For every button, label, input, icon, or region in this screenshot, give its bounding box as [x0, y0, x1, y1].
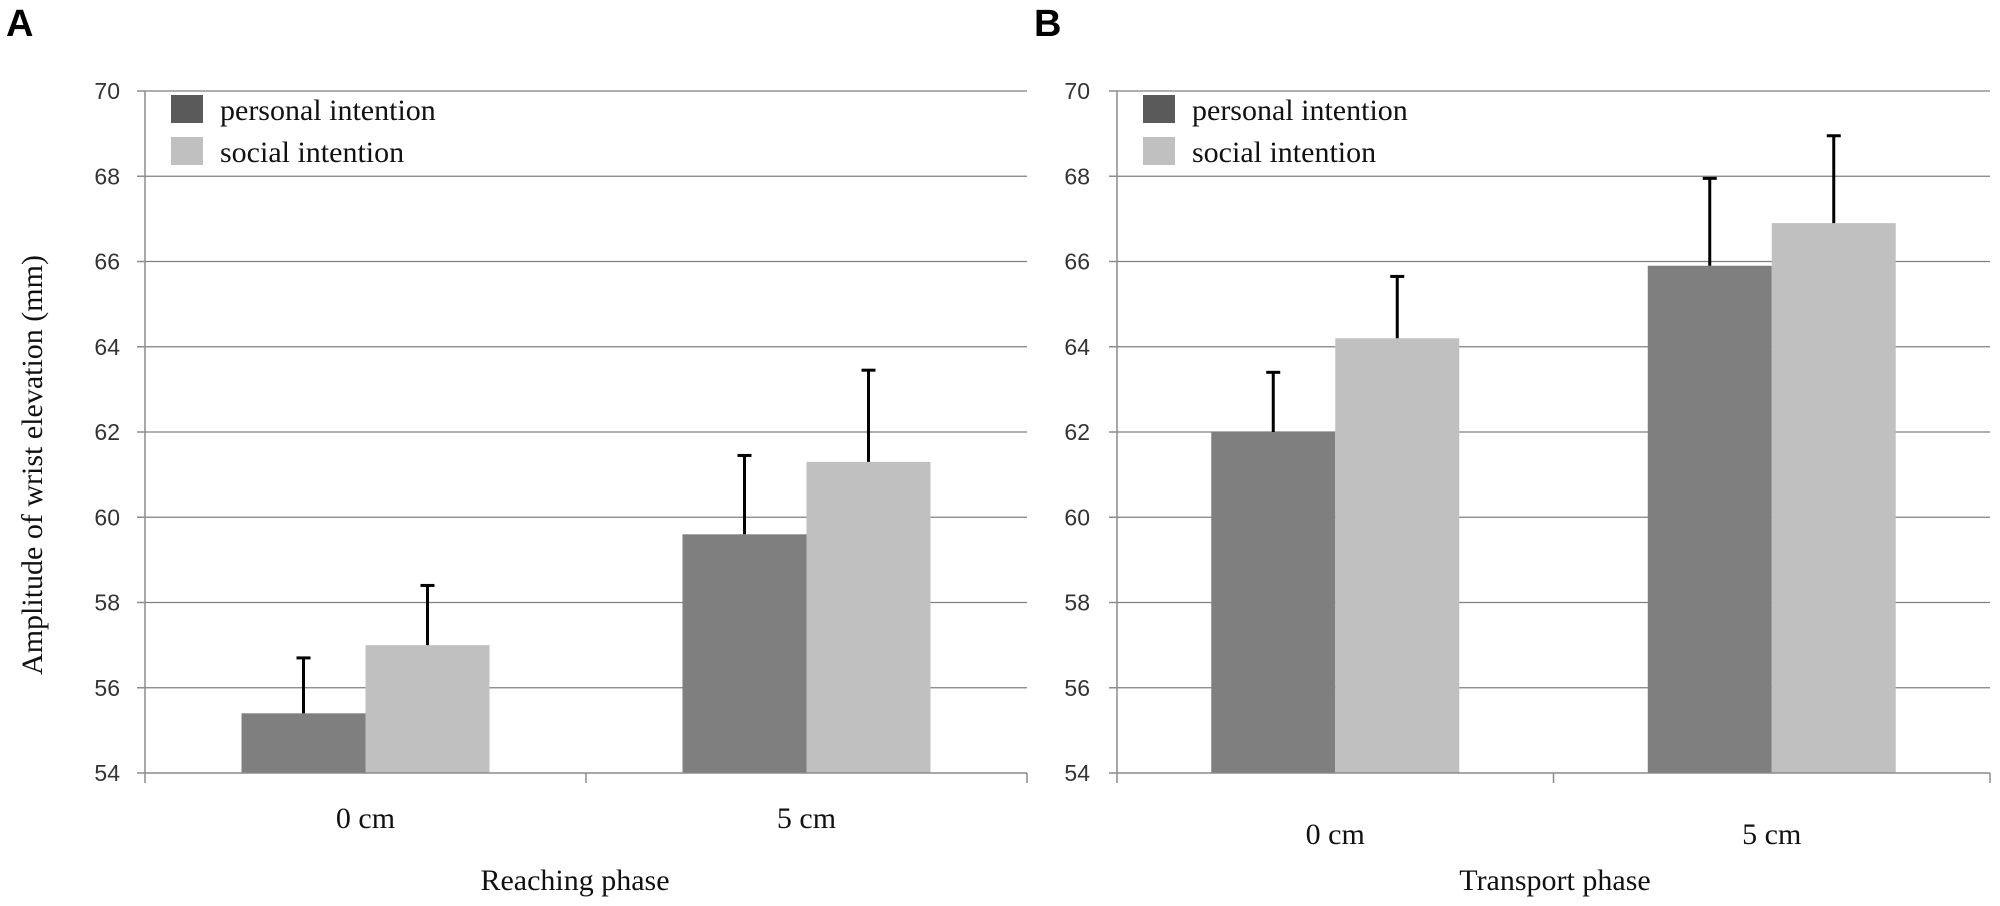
- panel-a-y-tick-label: 66: [94, 249, 120, 275]
- panel-a-y-tick-label: 56: [94, 675, 120, 701]
- panel-b-legend-personal: personal intention: [1192, 94, 1408, 127]
- panel-a-letter: A: [6, 3, 33, 45]
- panel-a-y-tick-label: 62: [94, 419, 120, 445]
- panel-b-chart: B 54 56 58 60 62 64 66 68 70 0 cm 5 cm Transport …: [1034, 3, 1991, 897]
- panel-a-bar-social-0cm: [365, 645, 490, 773]
- panel-b-y-tick-label: 64: [1064, 334, 1090, 360]
- panel-b-legend-swatch-social: [1143, 137, 1175, 165]
- panel-b-y-tick-label: 68: [1064, 163, 1090, 189]
- panel-a-category-labels: 0 cm 5 cm: [336, 802, 836, 835]
- panel-a-chart: A 54 56 58 60 62 64 66 68 70 0 cm 5 cm Reaching p…: [6, 3, 1028, 897]
- panel-b-y-tick-label: 60: [1064, 504, 1090, 530]
- panel-b-y-tick-label: 58: [1064, 590, 1090, 616]
- panel-a-bar-personal-5cm: [682, 534, 807, 773]
- panel-a-y-tick-label: 64: [94, 334, 120, 360]
- panel-b-legend: personal intention social intention: [1143, 94, 1408, 169]
- panel-a-category-label: 5 cm: [777, 802, 836, 835]
- panel-b-bar-social-5cm: [1771, 223, 1896, 773]
- panel-a-y-tick-label: 60: [94, 504, 120, 530]
- panel-b-bar-social-0cm: [1335, 338, 1460, 773]
- panel-a-y-tick-labels: 54 56 58 60 62 64 66 68 70: [94, 78, 120, 786]
- panel-b-error-bars: [1266, 134, 1841, 432]
- panel-a-legend-personal: personal intention: [220, 94, 436, 127]
- panel-a-legend-swatch-social: [171, 137, 203, 165]
- panel-b-letter: B: [1034, 3, 1061, 45]
- panel-a-legend-swatch-personal: [171, 95, 203, 123]
- panel-b-y-tick-label: 70: [1064, 78, 1090, 104]
- panel-a-error-bars: [296, 368, 876, 714]
- panel-b-x-axis-title: Transport phase: [1459, 864, 1650, 897]
- y-axis-title: Amplitude of wrist elevation (mm): [16, 255, 49, 675]
- panel-a-bar-social-5cm: [806, 461, 931, 773]
- panel-a-legend: personal intention social intention: [171, 94, 436, 169]
- panel-b-category-label: 0 cm: [1306, 818, 1365, 851]
- panel-b-y-tick-label: 62: [1064, 419, 1090, 445]
- panel-b-bar-personal-0cm: [1211, 432, 1336, 773]
- panel-a-x-axis-title: Reaching phase: [480, 864, 669, 897]
- panel-b-legend-social: social intention: [1192, 136, 1376, 169]
- panel-b-y-tick-labels: 54 56 58 60 62 64 66 68 70: [1064, 78, 1090, 786]
- panel-b-legend-swatch-personal: [1143, 95, 1175, 123]
- panel-a-y-tick-label: 70: [94, 78, 120, 104]
- panel-b-bars: [1211, 223, 1896, 773]
- panel-a-legend-social: social intention: [220, 136, 404, 169]
- panel-a-y-tick-label: 68: [94, 163, 120, 189]
- panel-a-category-label: 0 cm: [336, 802, 395, 835]
- panel-b-y-tick-label: 66: [1064, 249, 1090, 275]
- panel-a-y-tick-label: 54: [94, 760, 120, 786]
- panel-a-y-tick-label: 58: [94, 590, 120, 616]
- panel-a-gridlines: [145, 90, 1027, 689]
- panel-b-y-tick-label: 54: [1064, 760, 1090, 786]
- y-axis-title-group: Amplitude of wrist elevation (mm): [16, 255, 49, 675]
- panel-b-axes: [1109, 90, 1991, 783]
- panel-a-bar-personal-0cm: [241, 713, 366, 773]
- panel-b-bar-personal-5cm: [1647, 265, 1772, 773]
- panel-a-bars: [241, 461, 931, 773]
- panel-a-axes: [137, 90, 1028, 783]
- panel-b-category-labels: 0 cm 5 cm: [1306, 818, 1802, 851]
- panel-b-y-tick-label: 56: [1064, 675, 1090, 701]
- panel-b-category-label: 5 cm: [1742, 818, 1801, 851]
